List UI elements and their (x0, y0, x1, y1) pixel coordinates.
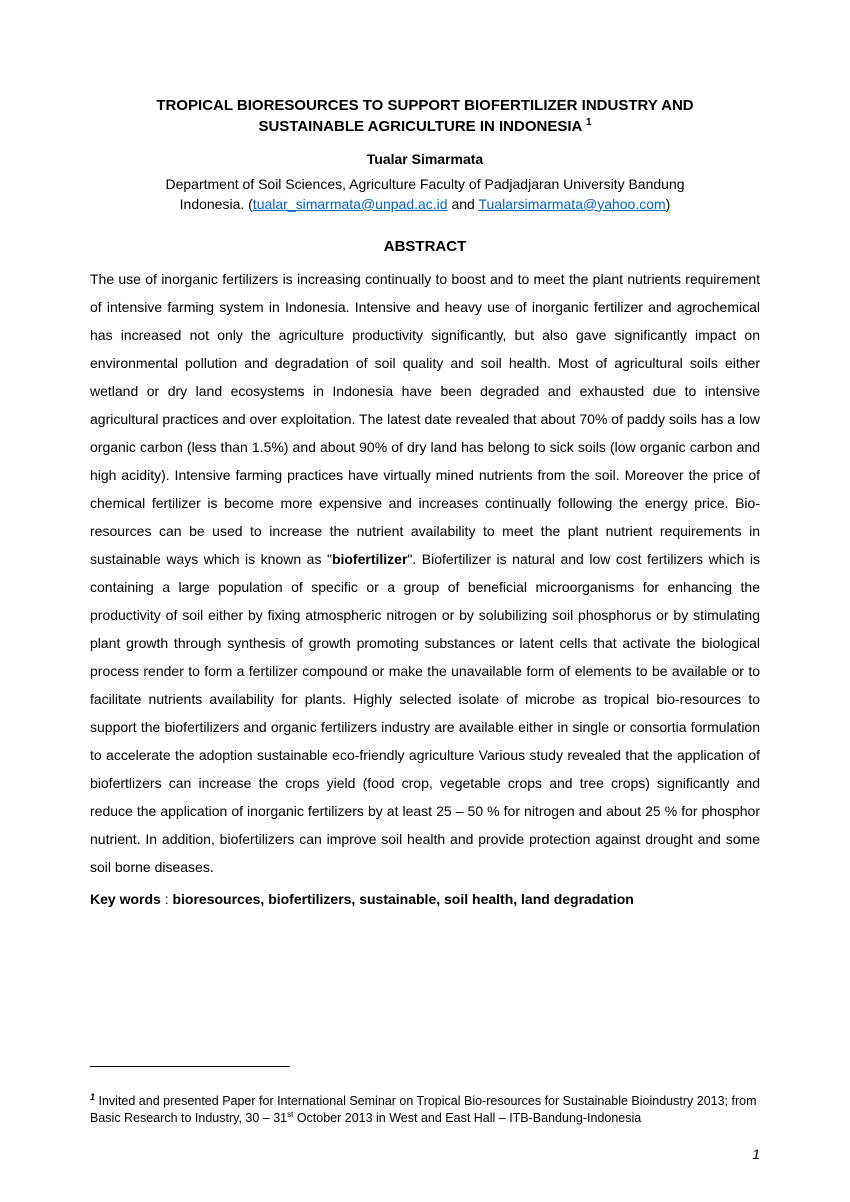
keywords-list: bioresources, biofertilizers, sustainabl… (172, 891, 633, 907)
affiliation-suffix: ) (666, 196, 671, 212)
paper-title: TROPICAL BIORESOURCES TO SUPPORT BIOFERT… (90, 95, 760, 137)
keywords: Key words : bioresources, biofertilizers… (90, 885, 760, 913)
footnote-text-b: October 2013 in West and East Hall – ITB… (293, 1111, 641, 1125)
title-line1: TROPICAL BIORESOURCES TO SUPPORT BIOFERT… (156, 97, 693, 114)
affiliation-prefix: Indonesia. ( (180, 196, 253, 212)
title-line2: SUSTAINABLE AGRICULTURE IN INDONESIA (258, 118, 586, 135)
keywords-sep: : (161, 891, 173, 907)
email-link-1[interactable]: tualar_simarmata@unpad.ac.id (253, 196, 448, 212)
title-footnote-marker: 1 (586, 117, 592, 128)
affiliation: Department of Soil Sciences, Agriculture… (90, 175, 760, 214)
keywords-label: Key words (90, 891, 161, 907)
abstract-text-a: The use of inorganic fertilizers is incr… (90, 271, 760, 567)
affiliation-and: and (448, 196, 479, 212)
affiliation-line1: Department of Soil Sciences, Agriculture… (165, 176, 684, 192)
page-number: 1 (752, 1146, 760, 1162)
footnote-separator (90, 1066, 290, 1067)
abstract-term-biofertilizer: biofertilizer (332, 551, 407, 567)
author-name: Tualar Simarmata (90, 151, 760, 167)
abstract-text-b: ". Biofertilizer is natural and low cost… (90, 551, 760, 875)
email-link-2[interactable]: Tualarsimarmata@yahoo.com (478, 196, 665, 212)
footnote: 1 Invited and presented Paper for Intern… (90, 1091, 760, 1127)
abstract-heading: ABSTRACT (90, 238, 760, 255)
abstract-body: The use of inorganic fertilizers is incr… (90, 265, 760, 881)
